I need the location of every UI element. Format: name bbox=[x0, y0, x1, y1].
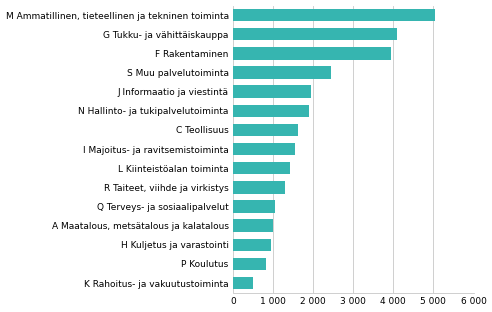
Bar bbox=[233, 105, 309, 117]
Bar bbox=[233, 66, 331, 79]
Bar bbox=[233, 181, 285, 193]
Bar bbox=[233, 85, 311, 98]
Bar bbox=[233, 162, 290, 174]
Bar bbox=[233, 9, 435, 21]
Bar bbox=[233, 258, 266, 270]
Bar bbox=[233, 47, 391, 60]
Bar bbox=[233, 124, 298, 136]
Bar bbox=[233, 277, 253, 289]
Bar bbox=[233, 239, 271, 251]
Bar bbox=[233, 28, 398, 41]
Bar bbox=[233, 200, 275, 213]
Bar bbox=[233, 143, 295, 155]
Bar bbox=[233, 219, 273, 232]
